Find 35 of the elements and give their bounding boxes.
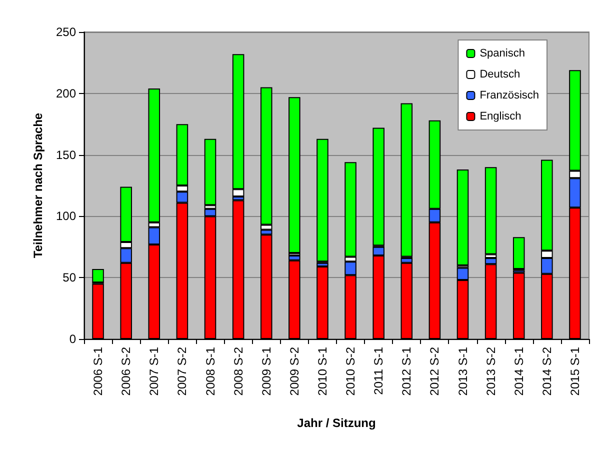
- x-axis-title: Jahr / Sitzung: [297, 416, 376, 430]
- y-tick-label: 0: [69, 332, 76, 346]
- legend-label: Deutsch: [480, 68, 520, 80]
- x-tick-label: 2013 S-1: [456, 346, 470, 396]
- y-tick-label: 250: [56, 25, 76, 39]
- x-tick-label: 2007 S-1: [147, 346, 162, 396]
- x-tick-label: 2008 S-1: [203, 346, 218, 396]
- x-tick-label: 2012 S-2: [428, 346, 442, 396]
- x-tick-label: 2011 S-1: [372, 346, 386, 395]
- x-tick-label: 2012 S-1: [400, 346, 414, 396]
- x-tick-label: 2014 S-1: [512, 346, 526, 396]
- x-tick-label: 2010 S-2: [344, 346, 358, 396]
- legend-label: Französisch: [480, 90, 539, 102]
- x-tick-label: 2009 S-1: [259, 346, 274, 396]
- x-tick-label: 2006 S-2: [119, 346, 134, 396]
- x-tick-label: 2007 S-2: [175, 346, 190, 396]
- bar: [456, 170, 469, 266]
- bar: [484, 167, 497, 254]
- x-tick-label: 2009 S-2: [287, 346, 302, 396]
- x-tick-label: 2013 S-2: [484, 346, 498, 396]
- x-tick-label: 2006 S-1: [91, 346, 106, 396]
- bar: [512, 237, 525, 270]
- y-tick-label: 100: [56, 209, 76, 224]
- legend-label: Spanisch: [480, 48, 525, 60]
- y-tick-label: 150: [56, 148, 76, 162]
- x-tick-label: 2014 S-2: [540, 346, 554, 396]
- x-tick-label: 2010 S-1: [315, 346, 330, 396]
- bar: [204, 138, 216, 206]
- bar: [288, 97, 300, 254]
- legend-label: Englisch: [480, 110, 522, 122]
- x-tick-label: 2015 S-1: [568, 346, 582, 396]
- y-tick-label: 200: [56, 86, 76, 100]
- y-tick-label: 50: [62, 270, 76, 285]
- y-axis-title: Teilnehmer nach Sprache: [31, 112, 45, 258]
- x-tick-label: 2008 S-2: [231, 346, 246, 396]
